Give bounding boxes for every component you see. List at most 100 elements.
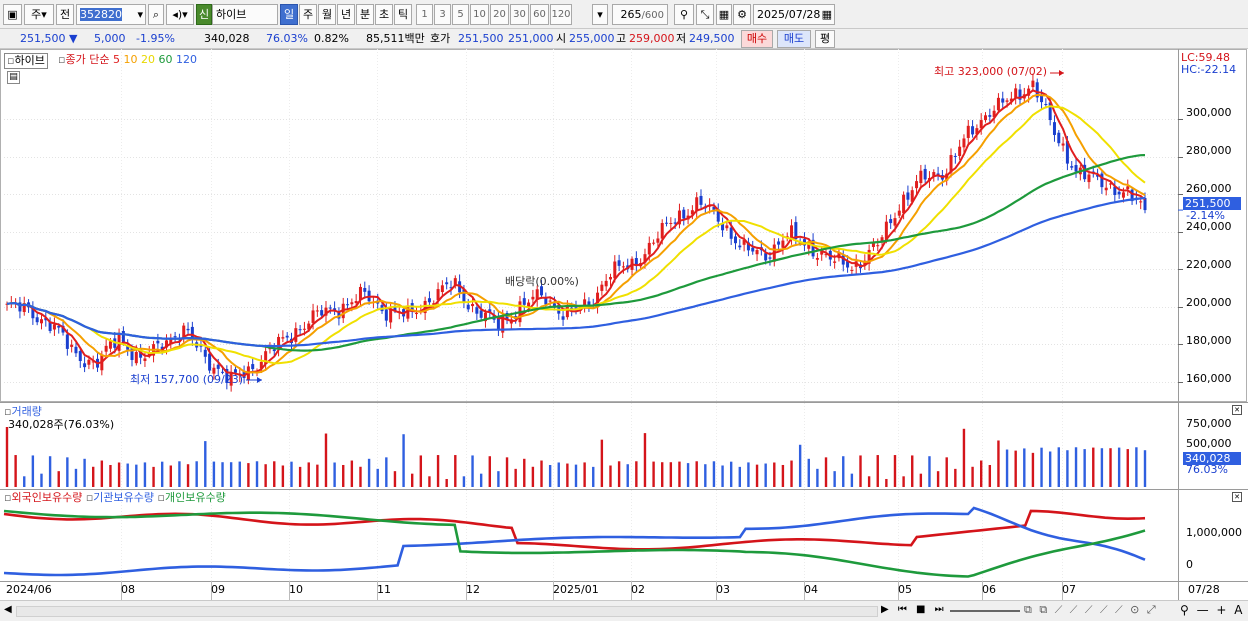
candle-body-126 [548, 300, 552, 302]
chart-type-icon[interactable]: ⚲ [674, 4, 694, 25]
candle-body-59 [259, 361, 263, 369]
draw-line-icon[interactable]: ⤡ [696, 4, 714, 25]
candle-body-211 [915, 181, 919, 189]
volume-bar-172 [747, 462, 750, 487]
candle-body-186 [807, 243, 811, 249]
candle-body-261 [1130, 189, 1134, 202]
volume-bar-226 [979, 460, 983, 487]
candle-body-53 [233, 369, 237, 373]
zoom-controls[interactable]: ⚲ — + A [1180, 603, 1245, 617]
candle-body-213 [923, 168, 927, 180]
candle-body-29 [130, 346, 134, 360]
bid-price: 251,500 [458, 32, 504, 45]
sound-icon[interactable]: ◂)▾ [166, 4, 194, 25]
y-tick-220000: 220,000 [1186, 258, 1232, 271]
candle-body-219 [949, 155, 953, 173]
interval-30[interactable]: 30 [510, 4, 529, 25]
zoom-slider[interactable] [950, 610, 1020, 612]
evaluate-button[interactable]: 평 [815, 30, 835, 48]
candle-body-192 [833, 261, 837, 263]
interval-5[interactable]: 5 [452, 4, 469, 25]
volume-bar-124 [540, 460, 543, 487]
x-label-4: 11 [377, 583, 391, 596]
x-label-10: 05 [898, 583, 912, 596]
candle-body-82 [358, 286, 362, 301]
candle-body-115 [501, 316, 505, 333]
candle-body-74 [324, 307, 328, 316]
candle-body-41 [182, 325, 186, 339]
sell-button[interactable]: 매도 [777, 30, 811, 48]
period-0[interactable]: 일 [280, 4, 298, 25]
scroll-left-icon[interactable]: ◀ [4, 604, 12, 615]
candle-body-223 [966, 125, 970, 138]
ma60-label: 60 [158, 53, 173, 66]
candle-body-107 [466, 304, 470, 310]
volume-bar-44 [195, 461, 198, 487]
interval-1[interactable]: 1 [416, 4, 433, 25]
volume-bar-118 [514, 468, 517, 487]
candle-body-170 [738, 245, 742, 248]
candle-body-143 [621, 266, 625, 268]
period-5[interactable]: 초 [375, 4, 393, 25]
volume-bar-134 [583, 462, 586, 487]
volume-bar-190 [824, 457, 828, 487]
count-input[interactable]: 265/600 [612, 4, 668, 25]
table-icon[interactable]: ▤ [7, 71, 20, 84]
volume-bar-214 [928, 456, 931, 487]
trade-amount: 85,511백만 [366, 32, 425, 45]
draw-tools-icon[interactable]: ⧉ ⧉ ⟋ ⟋ ⟋ ⟋ ⟋ ⊙ ⤢ [1024, 603, 1158, 616]
period-select[interactable]: 주▾ [24, 4, 54, 25]
search-icon[interactable]: ⌕ [148, 4, 164, 25]
period-1[interactable]: 주 [299, 4, 317, 25]
chart-canvas[interactable] [0, 49, 1248, 600]
change-percent: -1.95% [136, 32, 175, 45]
volume-bar-10 [48, 456, 52, 487]
volume-bar-84 [367, 458, 371, 487]
candle-body-139 [604, 280, 608, 287]
period-2[interactable]: 월 [318, 4, 336, 25]
scroll-track[interactable] [16, 606, 878, 617]
prev-button[interactable]: 전 [56, 4, 74, 25]
volume-bar-60 [264, 464, 267, 487]
period-3[interactable]: 년 [337, 4, 355, 25]
grid-icon[interactable]: ▦ [716, 4, 732, 25]
stock-code-input[interactable]: 352820 ▾ [76, 4, 146, 25]
playback-controls[interactable]: ▶ ⏮ ■ ⏭ [881, 604, 947, 615]
scroll-bar[interactable]: ◀ ▶ ⏮ ■ ⏭ ⧉ ⧉ ⟋ ⟋ ⟋ ⟋ ⟋ ⊙ ⤢ ⚲ — + A [0, 600, 1248, 621]
candle-body-100 [436, 289, 440, 301]
candle-body-37 [164, 340, 168, 348]
ma60-line [6, 154, 1146, 352]
volume-close-icon[interactable]: ✕ [1232, 405, 1242, 415]
volume-bar-4 [23, 476, 26, 487]
volume-bar-258 [1117, 447, 1121, 487]
candle-body-99 [432, 303, 436, 306]
chart-area[interactable]: ▫하이브 ▫종가 단순 5 10 20 60 120 ▤ 최고 323,000 … [0, 49, 1248, 600]
interval-dropdown-icon[interactable]: ▾ [592, 4, 608, 25]
interval-20[interactable]: 20 [490, 4, 509, 25]
interval-3[interactable]: 3 [434, 4, 451, 25]
holding-close-icon[interactable]: ✕ [1232, 492, 1242, 502]
volume-bar-202 [876, 455, 879, 487]
chart-menu-icon[interactable]: ▣ [3, 4, 22, 25]
volume-bar-206 [893, 455, 897, 487]
candle-body-7 [35, 317, 39, 323]
period-6[interactable]: 틱 [394, 4, 412, 25]
gear-icon[interactable]: ⚙ [733, 4, 751, 25]
volume-bar-198 [859, 455, 862, 487]
interval-120[interactable]: 120 [550, 4, 572, 25]
candle-body-68 [298, 329, 302, 331]
interval-10[interactable]: 10 [470, 4, 489, 25]
y-tick-200000: 200,000 [1186, 296, 1232, 309]
date-input[interactable]: 2025/07/28 ▦ [753, 4, 835, 25]
candle-body-202 [876, 245, 880, 247]
interval-60[interactable]: 60 [530, 4, 549, 25]
volume-bar-14 [66, 457, 69, 487]
candle-body-166 [721, 223, 725, 231]
period-4[interactable]: 분 [356, 4, 374, 25]
buy-button[interactable]: 매수 [741, 30, 773, 48]
x-label-6: 2025/01 [553, 583, 599, 596]
stock-name-field[interactable]: 하이브 [212, 4, 278, 25]
candle-body-112 [488, 309, 492, 313]
candle-body-246 [1065, 141, 1069, 164]
